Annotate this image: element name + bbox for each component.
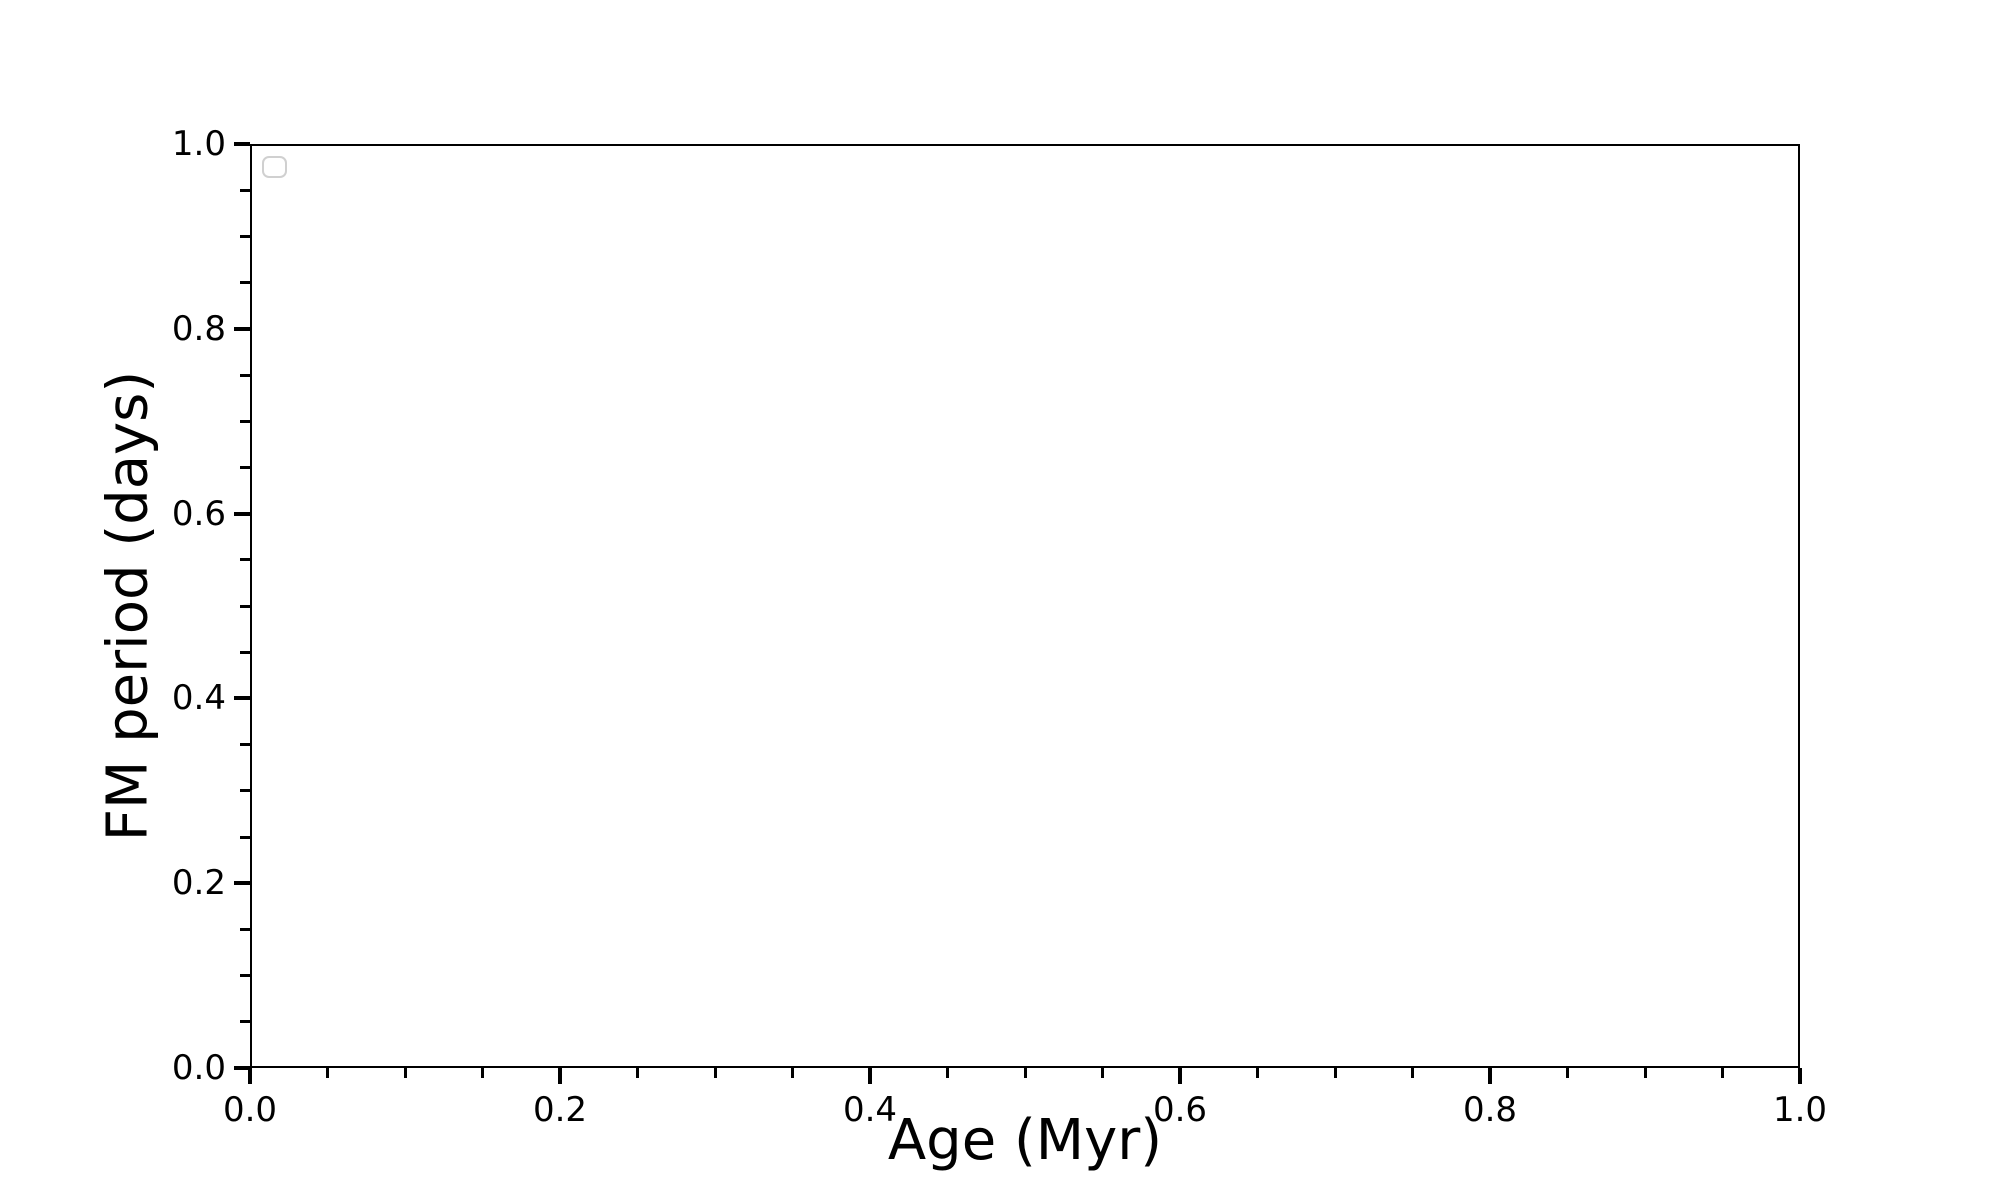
- x-axis-minor-tick: [1566, 1068, 1569, 1078]
- y-axis-minor-tick: [240, 743, 250, 747]
- x-axis-minor-tick: [636, 1068, 639, 1078]
- x-axis-tick-label: 0.0: [222, 1090, 278, 1130]
- x-axis-minor-tick: [1643, 1068, 1647, 1078]
- x-axis-tick-label: 0.4: [842, 1090, 898, 1130]
- y-axis-minor-tick: [240, 188, 250, 192]
- y-axis-minor-tick: [240, 974, 250, 978]
- y-axis-minor-tick: [240, 650, 250, 654]
- y-axis-major-tick: [234, 511, 250, 516]
- x-axis-tick-label: 1.0: [1772, 1090, 1828, 1130]
- x-axis-minor-tick: [1256, 1068, 1259, 1078]
- x-axis-minor-tick: [403, 1068, 407, 1078]
- x-axis-major-tick: [1488, 1068, 1492, 1084]
- y-axis-major-tick: [234, 881, 250, 886]
- y-axis-minor-tick: [240, 789, 250, 793]
- x-axis-minor-tick: [481, 1068, 484, 1078]
- x-axis-major-tick: [1178, 1068, 1182, 1084]
- x-axis-tick-label: 0.8: [1462, 1090, 1518, 1130]
- y-axis-minor-tick: [240, 604, 250, 608]
- y-axis-minor-tick: [240, 419, 250, 423]
- y-axis-minor-tick: [240, 234, 250, 238]
- x-axis-minor-tick: [1411, 1068, 1414, 1078]
- x-axis-major-tick: [868, 1068, 872, 1084]
- y-axis-major-tick: [234, 1066, 250, 1070]
- y-axis-minor-tick: [240, 835, 250, 839]
- y-axis-minor-tick: [240, 373, 250, 377]
- y-axis-minor-tick: [240, 927, 250, 931]
- y-axis-tick-label: 1.0: [171, 124, 226, 164]
- y-axis-major-tick: [234, 326, 250, 331]
- y-axis-tick-label: 0.6: [171, 493, 226, 534]
- x-axis-minor-tick: [326, 1068, 329, 1078]
- legend-box: [262, 156, 287, 178]
- y-axis-minor-tick: [240, 1020, 250, 1024]
- y-axis-tick-label: 0.2: [171, 863, 226, 904]
- y-axis-minor-tick: [240, 281, 250, 285]
- x-axis-tick-label: 0.6: [1152, 1090, 1208, 1130]
- x-axis-minor-tick: [1023, 1068, 1027, 1078]
- x-axis-minor-tick: [1101, 1068, 1104, 1078]
- x-axis-minor-tick: [1333, 1068, 1337, 1078]
- x-axis-major-tick: [558, 1068, 562, 1084]
- x-axis-major-tick: [248, 1068, 252, 1084]
- y-axis-major-tick: [234, 696, 250, 701]
- y-axis-major-tick: [234, 142, 250, 146]
- y-axis-minor-tick: [240, 465, 250, 469]
- x-axis-minor-tick: [1721, 1068, 1724, 1078]
- x-axis-minor-tick: [946, 1068, 949, 1078]
- x-axis-minor-tick: [713, 1068, 717, 1078]
- y-axis-tick-label: 0.0: [171, 1048, 226, 1088]
- x-axis-minor-tick: [791, 1068, 794, 1078]
- y-axis-tick-label: 0.8: [171, 308, 226, 349]
- y-axis-label: FM period (days): [95, 370, 161, 842]
- x-axis-tick-label: 0.2: [532, 1090, 588, 1130]
- plot-area: [250, 144, 1800, 1068]
- x-axis-major-tick: [1798, 1068, 1802, 1084]
- y-axis-tick-label: 0.4: [171, 678, 226, 719]
- x-axis-label: Age (Myr): [887, 1108, 1163, 1173]
- y-axis-minor-tick: [240, 558, 250, 562]
